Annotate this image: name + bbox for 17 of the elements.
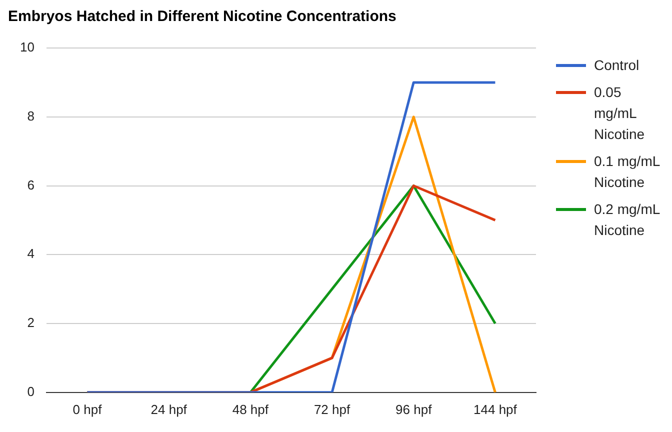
legend-label: 0.05 mg/mL Nicotine xyxy=(594,83,646,144)
x-tick-label: 144 hpf xyxy=(474,402,518,417)
x-tick-label: 96 hpf xyxy=(396,402,432,417)
y-tick-label: 6 xyxy=(27,177,34,192)
chart-title: Embryos Hatched in Different Nicotine Concentrations xyxy=(8,8,396,26)
x-tick-label: 24 hpf xyxy=(150,402,188,417)
x-tick-label: 0 hpf xyxy=(72,402,102,417)
y-tick-label: 0 xyxy=(27,384,34,399)
x-tick-label: 48 hpf xyxy=(232,402,269,417)
y-tick-label: 10 xyxy=(20,40,34,55)
legend-label: 0.1 mg/mL Nicotine xyxy=(594,152,661,192)
x-tick-label: 72 hpf xyxy=(314,402,350,417)
y-tick-label: 8 xyxy=(27,108,34,124)
legend-label: 0.2 mg/mL Nicotine xyxy=(594,200,661,240)
y-tick-label: 4 xyxy=(27,246,34,262)
y-tick-label: 2 xyxy=(27,315,34,330)
legend-label: Control xyxy=(594,56,640,75)
